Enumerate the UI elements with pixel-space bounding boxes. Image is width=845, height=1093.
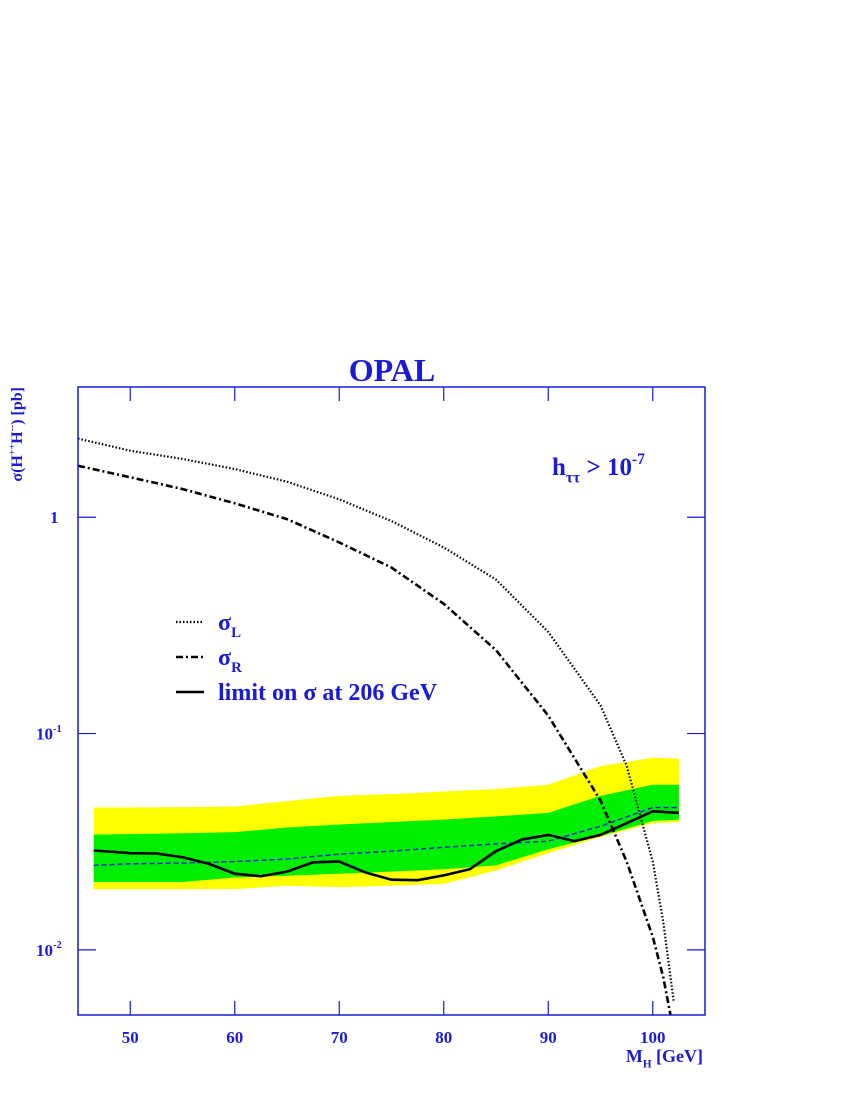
text-part: ++ bbox=[7, 443, 18, 455]
text-part: -1 bbox=[53, 724, 62, 735]
text-part: M bbox=[626, 1046, 643, 1066]
text-part: R bbox=[231, 660, 242, 676]
legend-label: σL bbox=[218, 610, 241, 641]
text-part: L bbox=[231, 625, 241, 641]
x-tick-label: 60 bbox=[226, 1028, 243, 1047]
text-part: 10 bbox=[36, 941, 53, 960]
text-part: > 10 bbox=[580, 454, 632, 481]
band bbox=[93, 784, 679, 882]
text-part: [GeV] bbox=[652, 1046, 703, 1066]
series-line bbox=[78, 437, 675, 1002]
x-axis-label: MH [GeV] bbox=[626, 1046, 703, 1070]
chart-title: OPAL bbox=[349, 352, 436, 388]
y-tick-label: 10-2 bbox=[36, 940, 62, 960]
x-tick-label: 80 bbox=[435, 1028, 452, 1047]
plot-area bbox=[78, 437, 679, 1015]
text-part: σ bbox=[218, 645, 231, 671]
series-line bbox=[93, 810, 679, 882]
text-part: σ(H bbox=[9, 455, 26, 482]
text-part: ) [pb] bbox=[9, 387, 26, 425]
text-part: 10 bbox=[36, 725, 53, 744]
text-part: H bbox=[9, 431, 26, 444]
series-line bbox=[93, 806, 679, 867]
legend-label: σR bbox=[218, 645, 242, 676]
y-tick-label: 10-1 bbox=[36, 724, 62, 744]
text-part: h bbox=[552, 454, 566, 481]
text-part: ττ bbox=[566, 470, 580, 487]
text-part: limit on σ at 206 GeV bbox=[218, 680, 438, 706]
text-part: -- bbox=[7, 425, 18, 432]
text-part: -2 bbox=[53, 940, 62, 951]
legend-label: limit on σ at 206 GeV bbox=[218, 680, 438, 706]
x-tick-label: 50 bbox=[122, 1028, 139, 1047]
text-part: σ bbox=[218, 610, 231, 636]
text-part: H bbox=[643, 1058, 652, 1070]
series-line bbox=[78, 464, 672, 1015]
annotation: hττ > 10-7 bbox=[552, 451, 645, 487]
y-axis-label: σ(H++H--) [pb] bbox=[7, 387, 26, 482]
plot-frame bbox=[77, 386, 706, 1016]
x-tick-label: 90 bbox=[540, 1028, 557, 1047]
x-tick-label: 70 bbox=[331, 1028, 348, 1047]
y-tick-label: 1 bbox=[50, 508, 59, 527]
x-tick-label: 100 bbox=[640, 1028, 666, 1047]
text-part: -7 bbox=[632, 451, 645, 468]
